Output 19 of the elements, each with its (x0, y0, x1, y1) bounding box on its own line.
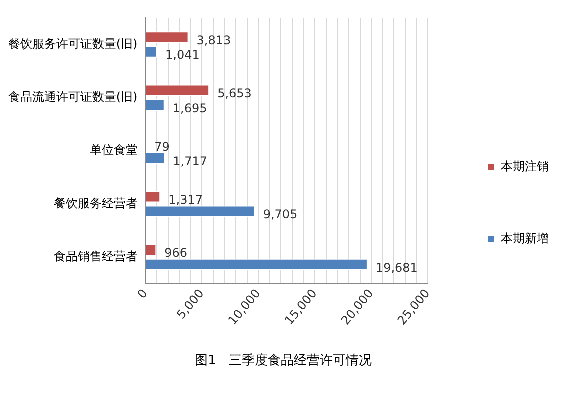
text: 图1 三季度食品经营许可情况 (195, 352, 372, 369)
data-label: 1,695 (172, 101, 208, 116)
x-tick-label: 0 (134, 286, 150, 302)
data-label: 1,717 (173, 154, 208, 169)
y-tick-label: 餐饮服务许可证数量(旧) (8, 36, 138, 51)
legend-label: 本期新增 (501, 232, 549, 246)
y-tick-label: 单位食堂 (90, 143, 138, 158)
y-tick-label: 餐饮服务经营者 (54, 196, 138, 210)
data-label: 3,813 (196, 34, 232, 48)
data-label: 79 (154, 140, 170, 154)
data-label: 1,041 (166, 48, 200, 62)
legend-label: 本期注销 (501, 160, 549, 174)
data-label: 19,681 (376, 260, 418, 275)
y-tick-label: 食品流通许可证数量(旧) (8, 90, 138, 104)
data-label: 1,317 (168, 193, 203, 208)
data-label: 966 (164, 246, 188, 260)
data-label: 5,653 (218, 86, 252, 101)
y-tick-label: 食品销售经营者 (54, 250, 138, 264)
data-label: 9,705 (263, 208, 298, 222)
